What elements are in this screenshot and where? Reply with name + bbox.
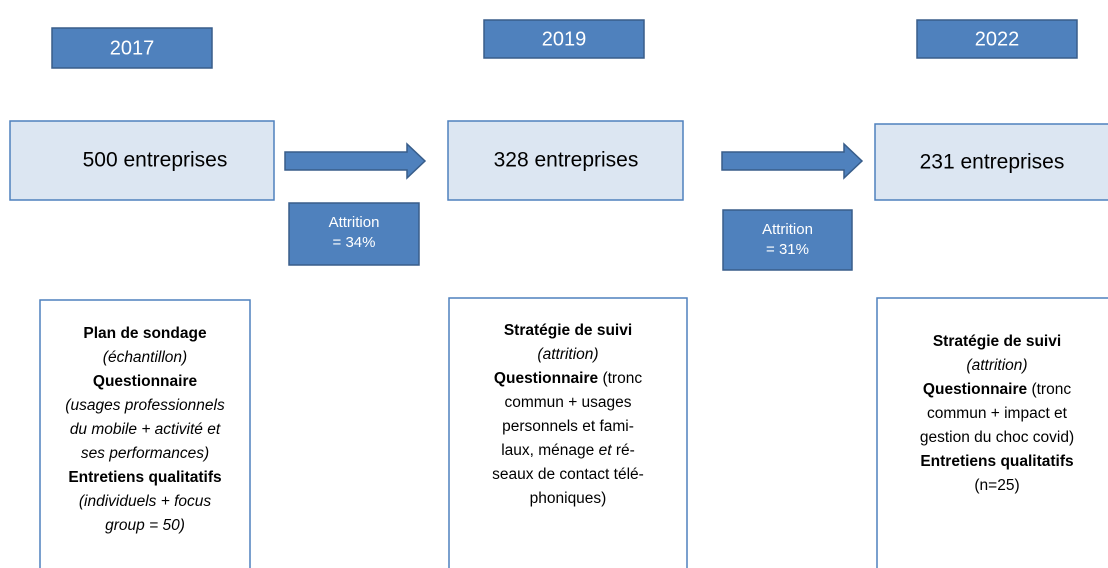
detail-run: laux, ménage — [501, 442, 598, 459]
detail-run: Entretiens qualitatifs — [68, 469, 221, 486]
stage-label: 500 entreprises — [83, 149, 228, 172]
detail-run: Questionnaire — [93, 373, 198, 390]
detail-line: Questionnaire (tronc — [494, 370, 642, 387]
stage-box — [874, 123, 1108, 201]
attrition-label: Attrition — [762, 221, 813, 238]
stage-label: 328 entreprises — [494, 149, 639, 172]
detail-line: group = 50) — [105, 517, 185, 534]
detail-line: seaux de contact télé- — [492, 466, 644, 483]
detail-run: (tronc — [1027, 381, 1071, 398]
attrition-label: = 34% — [333, 234, 376, 251]
detail-run: Questionnaire — [494, 370, 599, 387]
detail-line: (attrition) — [966, 357, 1027, 374]
attrition-box — [288, 202, 420, 266]
detail-run: (attrition) — [966, 357, 1027, 374]
year-label: 2022 — [975, 28, 1020, 50]
detail-line: (n=25) — [974, 477, 1019, 494]
attrition-label: = 31% — [766, 241, 809, 258]
detail-run: ses performances) — [81, 445, 209, 462]
detail-line: (échantillon) — [103, 349, 187, 366]
detail-line: Stratégie de suivi — [933, 333, 1061, 350]
year-label: 2017 — [110, 37, 155, 59]
attrition-box — [722, 209, 853, 271]
detail-line: (usages professionnels — [65, 397, 225, 414]
detail-run: personnels et fami- — [502, 418, 634, 435]
detail-line: commun + impact et — [927, 405, 1068, 422]
detail-run: (tronc — [598, 370, 642, 387]
detail-run: phoniques) — [530, 490, 607, 507]
detail-run: gestion du choc covid) — [920, 429, 1074, 446]
detail-run: seaux de contact télé- — [492, 466, 644, 483]
detail-run: (attrition) — [537, 346, 598, 363]
detail-line: ses performances) — [81, 445, 209, 462]
detail-line: gestion du choc covid) — [920, 429, 1074, 446]
year-box — [916, 19, 1078, 59]
year-box — [51, 27, 213, 69]
detail-line: Stratégie de suivi — [504, 322, 632, 339]
arrow — [284, 142, 427, 180]
detail-run: et — [599, 442, 613, 459]
detail-line: personnels et fami- — [502, 418, 634, 435]
detail-line: phoniques) — [530, 490, 607, 507]
year-box — [483, 19, 645, 59]
detail-line: (attrition) — [537, 346, 598, 363]
detail-run: commun + usages — [504, 394, 631, 411]
detail-line: Questionnaire — [93, 373, 198, 390]
detail-line: Entretiens qualitatifs — [920, 453, 1073, 470]
detail-line: (individuels + focus — [79, 493, 211, 510]
detail-line: Questionnaire (tronc — [923, 381, 1071, 398]
detail-box — [448, 297, 688, 568]
detail-run: Entretiens qualitatifs — [920, 453, 1073, 470]
detail-run: Stratégie de suivi — [504, 322, 632, 339]
attrition-label: Attrition — [329, 214, 380, 231]
detail-box — [39, 299, 251, 568]
detail-run: ré- — [612, 442, 635, 459]
year-label: 2019 — [542, 28, 587, 50]
detail-run: (usages professionnels — [65, 397, 225, 414]
detail-run: Stratégie de suivi — [933, 333, 1061, 350]
detail-line: laux, ménage et ré- — [501, 442, 635, 459]
detail-line: du mobile + activité et — [70, 421, 221, 438]
stage-label: 231 entreprises — [920, 151, 1065, 174]
detail-line: Entretiens qualitatifs — [68, 469, 221, 486]
detail-run: du mobile + activité et — [70, 421, 221, 438]
detail-run: (n=25) — [974, 477, 1019, 494]
detail-run: (échantillon) — [103, 349, 187, 366]
detail-run: group = 50) — [105, 517, 185, 534]
stage-box — [9, 120, 275, 201]
stage-box — [447, 120, 684, 201]
detail-run: commun + impact et — [927, 405, 1068, 422]
arrow — [721, 142, 864, 180]
detail-run: Questionnaire — [923, 381, 1028, 398]
detail-line: Plan de sondage — [83, 325, 207, 342]
detail-run: Plan de sondage — [83, 325, 207, 342]
detail-line: commun + usages — [504, 394, 631, 411]
detail-box — [876, 297, 1108, 568]
detail-run: (individuels + focus — [79, 493, 211, 510]
